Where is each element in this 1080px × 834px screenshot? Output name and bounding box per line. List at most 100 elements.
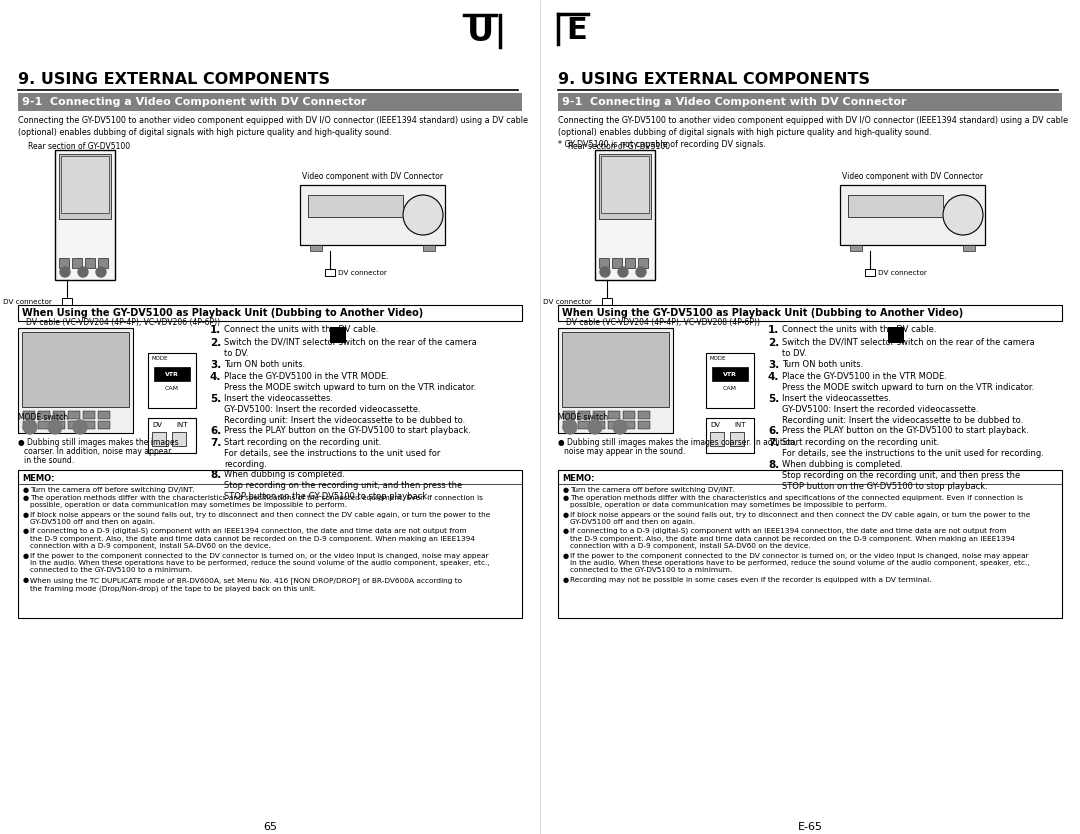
Text: Place the GY-DV5100 in the VTR MODE.
Press the MODE switch upward to turn on the: Place the GY-DV5100 in the VTR MODE. Pre… xyxy=(224,372,476,392)
Bar xyxy=(59,154,111,219)
Bar xyxy=(712,367,748,381)
Text: 1.: 1. xyxy=(210,325,221,335)
Text: Start recording on the recording unit.
For details, see the instructions to the : Start recording on the recording unit. F… xyxy=(782,438,1044,458)
Text: If the power to the component connected to the DV connector is turned on, or the: If the power to the component connected … xyxy=(30,553,489,573)
Bar xyxy=(60,156,109,213)
Text: ●: ● xyxy=(563,511,569,518)
Text: 9. USING EXTERNAL COMPONENTS: 9. USING EXTERNAL COMPONENTS xyxy=(558,72,870,87)
Text: MODE switch: MODE switch xyxy=(558,413,608,422)
Bar xyxy=(638,411,650,419)
Bar xyxy=(98,258,108,268)
Text: 2.: 2. xyxy=(210,338,221,348)
Bar xyxy=(98,421,110,429)
Text: Connecting the GY-DV5100 to another video component equipped with DV I/O connect: Connecting the GY-DV5100 to another vide… xyxy=(558,116,1068,148)
Bar xyxy=(22,332,129,407)
Text: If block noise appears or the sound falls out, try to disconnect and then connec: If block noise appears or the sound fall… xyxy=(30,511,490,525)
Bar xyxy=(18,328,133,433)
Text: Switch the DV/INT selector switch on the rear of the camera
to DV.: Switch the DV/INT selector switch on the… xyxy=(224,338,476,358)
Text: ●: ● xyxy=(23,487,29,493)
Text: VTR: VTR xyxy=(724,371,737,376)
Bar xyxy=(562,332,669,407)
Bar xyxy=(595,150,654,280)
Text: If the power to the component connected to the DV connector is turned on, or the: If the power to the component connected … xyxy=(570,553,1029,573)
Text: Rear section of GY-DV5100: Rear section of GY-DV5100 xyxy=(28,142,130,151)
Bar xyxy=(599,154,651,219)
Circle shape xyxy=(600,267,610,277)
Text: U: U xyxy=(467,15,494,48)
Bar xyxy=(18,470,522,618)
Bar xyxy=(710,432,724,446)
Text: Video component with DV Connector: Video component with DV Connector xyxy=(841,172,983,181)
Text: 9. USING EXTERNAL COMPONENTS: 9. USING EXTERNAL COMPONENTS xyxy=(18,72,330,87)
Bar xyxy=(558,470,1062,618)
Text: E-65: E-65 xyxy=(797,822,823,832)
Text: Insert the videocassettes.
GY-DV5100: Insert the recorded videocassette.
Recordi: Insert the videocassettes. GY-DV5100: In… xyxy=(782,394,1023,425)
Circle shape xyxy=(636,267,646,277)
Text: DV connector: DV connector xyxy=(3,299,52,305)
Text: When Using the GY-DV5100 as Playback Unit (Dubbing to Another Video): When Using the GY-DV5100 as Playback Uni… xyxy=(22,308,423,318)
Bar xyxy=(558,93,1062,111)
Text: ●: ● xyxy=(23,553,29,559)
Bar xyxy=(62,298,72,305)
Bar xyxy=(865,269,875,276)
Text: ●: ● xyxy=(563,553,569,559)
Bar xyxy=(706,418,754,453)
Bar xyxy=(963,245,975,251)
Bar xyxy=(638,258,648,268)
Text: If block noise appears or the sound falls out, try to disconnect and then connec: If block noise appears or the sound fall… xyxy=(570,511,1030,525)
Text: 4.: 4. xyxy=(210,372,221,382)
Text: ●: ● xyxy=(563,577,569,583)
Bar xyxy=(608,421,620,429)
Text: 1.: 1. xyxy=(768,325,780,335)
Text: ●: ● xyxy=(23,528,29,534)
Text: 5.: 5. xyxy=(768,394,780,404)
Text: Video component with DV Connector: Video component with DV Connector xyxy=(301,172,443,181)
Text: Insert the videocassettes.
GY-DV5100: Insert the recorded videocassette.
Recordi: Insert the videocassettes. GY-DV5100: In… xyxy=(224,394,465,425)
Bar xyxy=(888,327,904,343)
Text: CAM: CAM xyxy=(723,385,737,390)
Text: noise may appear in the sound.: noise may appear in the sound. xyxy=(564,447,686,456)
Bar xyxy=(423,245,435,251)
Bar xyxy=(308,195,403,217)
Bar xyxy=(53,411,65,419)
Bar xyxy=(300,185,445,245)
Circle shape xyxy=(48,420,62,434)
Text: DV connector: DV connector xyxy=(338,270,387,276)
Bar xyxy=(578,411,590,419)
Text: DV cable (VC-VDV204 (4P-4P), VC-VDV208 (4P-6P)): DV cable (VC-VDV204 (4P-4P), VC-VDV208 (… xyxy=(566,318,760,327)
Bar xyxy=(638,421,650,429)
Bar xyxy=(55,150,114,280)
Text: ●: ● xyxy=(23,495,29,501)
Bar xyxy=(38,411,50,419)
Text: ●: ● xyxy=(563,487,569,493)
Bar xyxy=(310,245,322,251)
Bar xyxy=(68,421,80,429)
Text: Rear section of GY-DV5100: Rear section of GY-DV5100 xyxy=(568,142,670,151)
Circle shape xyxy=(403,195,443,235)
Text: Press the PLAY button on the GY-DV5100 to start playback.: Press the PLAY button on the GY-DV5100 t… xyxy=(224,425,471,435)
Bar xyxy=(83,421,95,429)
Bar xyxy=(558,328,673,433)
Text: 9-1  Connecting a Video Component with DV Connector: 9-1 Connecting a Video Component with DV… xyxy=(562,97,906,107)
Bar xyxy=(172,432,186,446)
Text: Press the PLAY button on the GY-DV5100 to start playback.: Press the PLAY button on the GY-DV5100 t… xyxy=(782,425,1029,435)
Bar xyxy=(18,305,522,321)
Text: 9-1  Connecting a Video Component with DV Connector: 9-1 Connecting a Video Component with DV… xyxy=(22,97,366,107)
Bar xyxy=(59,258,69,268)
Bar xyxy=(625,258,635,268)
Bar xyxy=(38,421,50,429)
Bar xyxy=(148,418,195,453)
Text: in the sound.: in the sound. xyxy=(24,456,75,465)
Bar xyxy=(98,411,110,419)
Text: E: E xyxy=(566,16,586,45)
Text: VTR: VTR xyxy=(165,371,179,376)
Bar xyxy=(563,421,575,429)
Circle shape xyxy=(588,420,602,434)
Text: DV connector: DV connector xyxy=(878,270,927,276)
Bar xyxy=(599,258,609,268)
Bar xyxy=(840,185,985,245)
Text: DV: DV xyxy=(152,422,162,428)
Bar xyxy=(593,411,605,419)
Text: Place the GY-DV5100 in the VTR MODE.
Press the MODE switch upward to turn on the: Place the GY-DV5100 in the VTR MODE. Pre… xyxy=(782,372,1035,392)
Text: 6.: 6. xyxy=(210,425,221,435)
